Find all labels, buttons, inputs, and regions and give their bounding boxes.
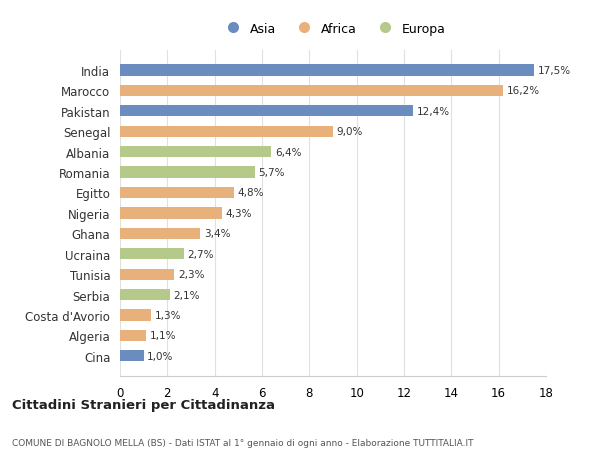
- Text: 3,4%: 3,4%: [204, 229, 230, 239]
- Text: 2,1%: 2,1%: [173, 290, 200, 300]
- Text: 4,8%: 4,8%: [237, 188, 263, 198]
- Text: 9,0%: 9,0%: [337, 127, 363, 137]
- Bar: [120, 126, 333, 138]
- Bar: [120, 187, 233, 199]
- Text: 2,7%: 2,7%: [187, 249, 214, 259]
- Bar: [120, 228, 200, 240]
- Text: 16,2%: 16,2%: [507, 86, 540, 96]
- Text: COMUNE DI BAGNOLO MELLA (BS) - Dati ISTAT al 1° gennaio di ogni anno - Elaborazi: COMUNE DI BAGNOLO MELLA (BS) - Dati ISTA…: [12, 438, 473, 447]
- Bar: [120, 249, 184, 260]
- Bar: [120, 269, 175, 280]
- Bar: [120, 310, 151, 321]
- Bar: [120, 350, 143, 362]
- Text: 6,4%: 6,4%: [275, 147, 302, 157]
- Text: 1,3%: 1,3%: [154, 310, 181, 320]
- Text: 4,3%: 4,3%: [226, 208, 252, 218]
- Legend: Asia, Africa, Europa: Asia, Africa, Europa: [215, 17, 451, 40]
- Text: 1,0%: 1,0%: [147, 351, 173, 361]
- Bar: [120, 208, 222, 219]
- Bar: [120, 65, 534, 77]
- Text: 1,1%: 1,1%: [149, 330, 176, 341]
- Bar: [120, 147, 271, 158]
- Bar: [120, 86, 503, 97]
- Bar: [120, 167, 255, 178]
- Bar: [120, 106, 413, 117]
- Bar: [120, 330, 146, 341]
- Bar: [120, 289, 170, 301]
- Text: 12,4%: 12,4%: [417, 106, 450, 117]
- Text: 2,3%: 2,3%: [178, 269, 205, 280]
- Text: Cittadini Stranieri per Cittadinanza: Cittadini Stranieri per Cittadinanza: [12, 398, 275, 412]
- Text: 5,7%: 5,7%: [259, 168, 285, 178]
- Text: 17,5%: 17,5%: [538, 66, 571, 76]
